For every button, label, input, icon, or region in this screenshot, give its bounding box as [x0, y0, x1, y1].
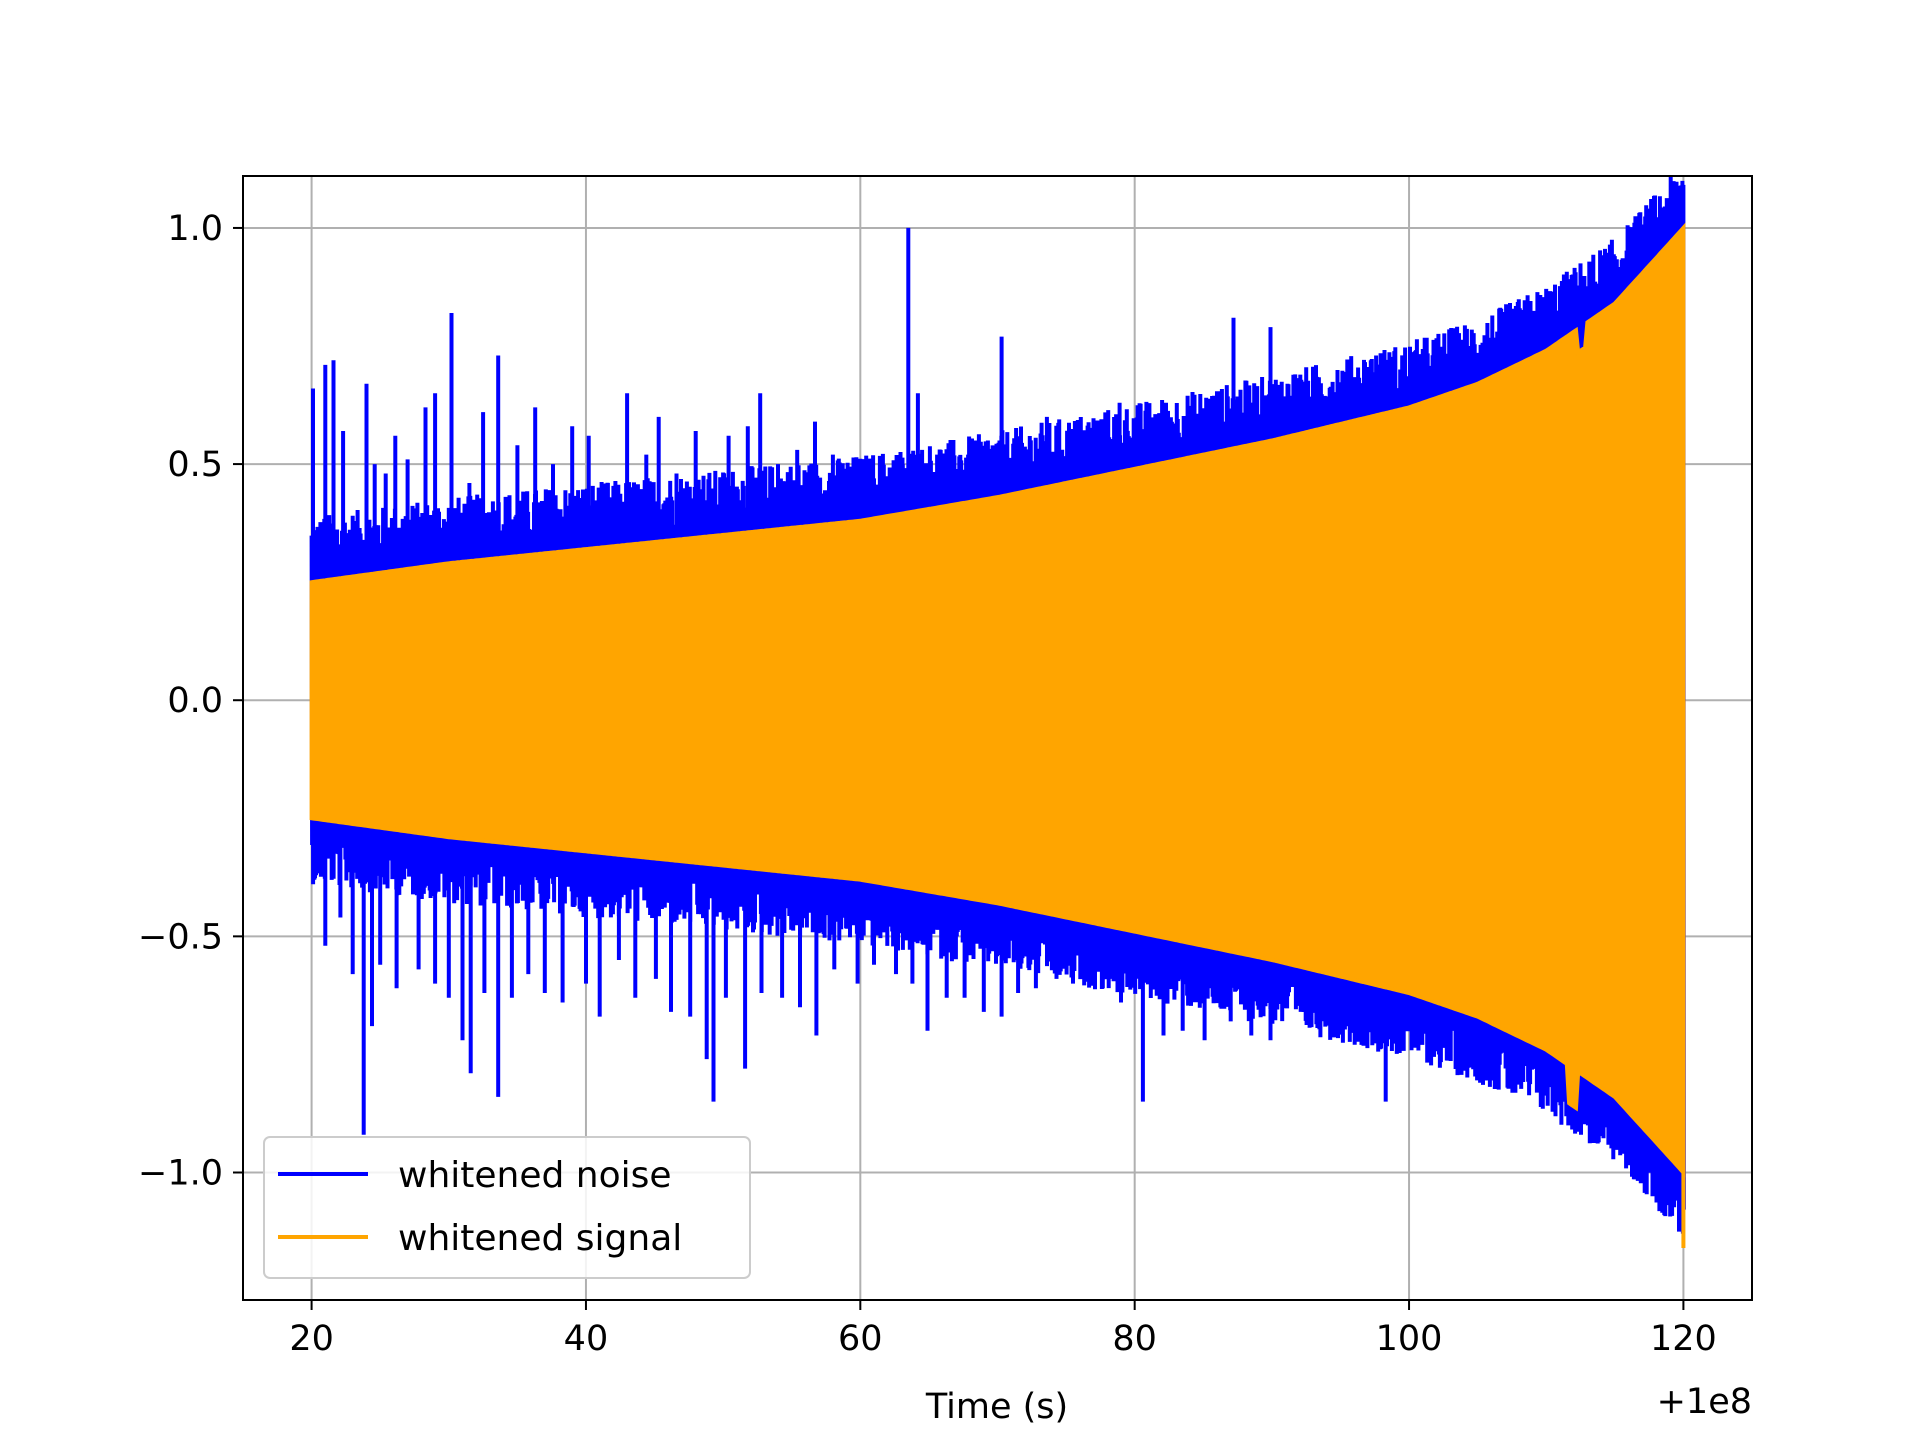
- plot-frame: [242, 175, 1753, 1301]
- x-axis-offset-label: +1e8: [1657, 1382, 1752, 1422]
- legend-label-whitened-signal: whitened signal: [398, 1218, 682, 1259]
- y-tick-label: −1.0: [138, 1153, 223, 1193]
- ticks: 20 40 60 80 100 120 1.0 0.5 0.0 −0.5 −1.0: [138, 209, 1717, 1359]
- x-tick-label: 20: [289, 1319, 334, 1359]
- x-tick-label: 100: [1376, 1319, 1443, 1359]
- x-tick-label: 120: [1650, 1319, 1717, 1359]
- plot-data: [309, 176, 1686, 1249]
- y-tick-label: −0.5: [138, 917, 223, 957]
- x-tick-label: 80: [1112, 1319, 1157, 1359]
- y-tick-label: 1.0: [167, 209, 223, 249]
- y-tick-label: 0.5: [167, 445, 223, 485]
- legend: whitened noise whitened signal: [263, 1136, 751, 1279]
- x-axis-label: Time (s): [925, 1387, 1068, 1427]
- legend-label-whitened-noise: whitened noise: [398, 1155, 672, 1196]
- x-tick-label: 60: [838, 1319, 883, 1359]
- y-tick-label: 0.0: [167, 681, 223, 721]
- legend-box: [263, 1136, 751, 1279]
- x-tick-label: 40: [564, 1319, 609, 1359]
